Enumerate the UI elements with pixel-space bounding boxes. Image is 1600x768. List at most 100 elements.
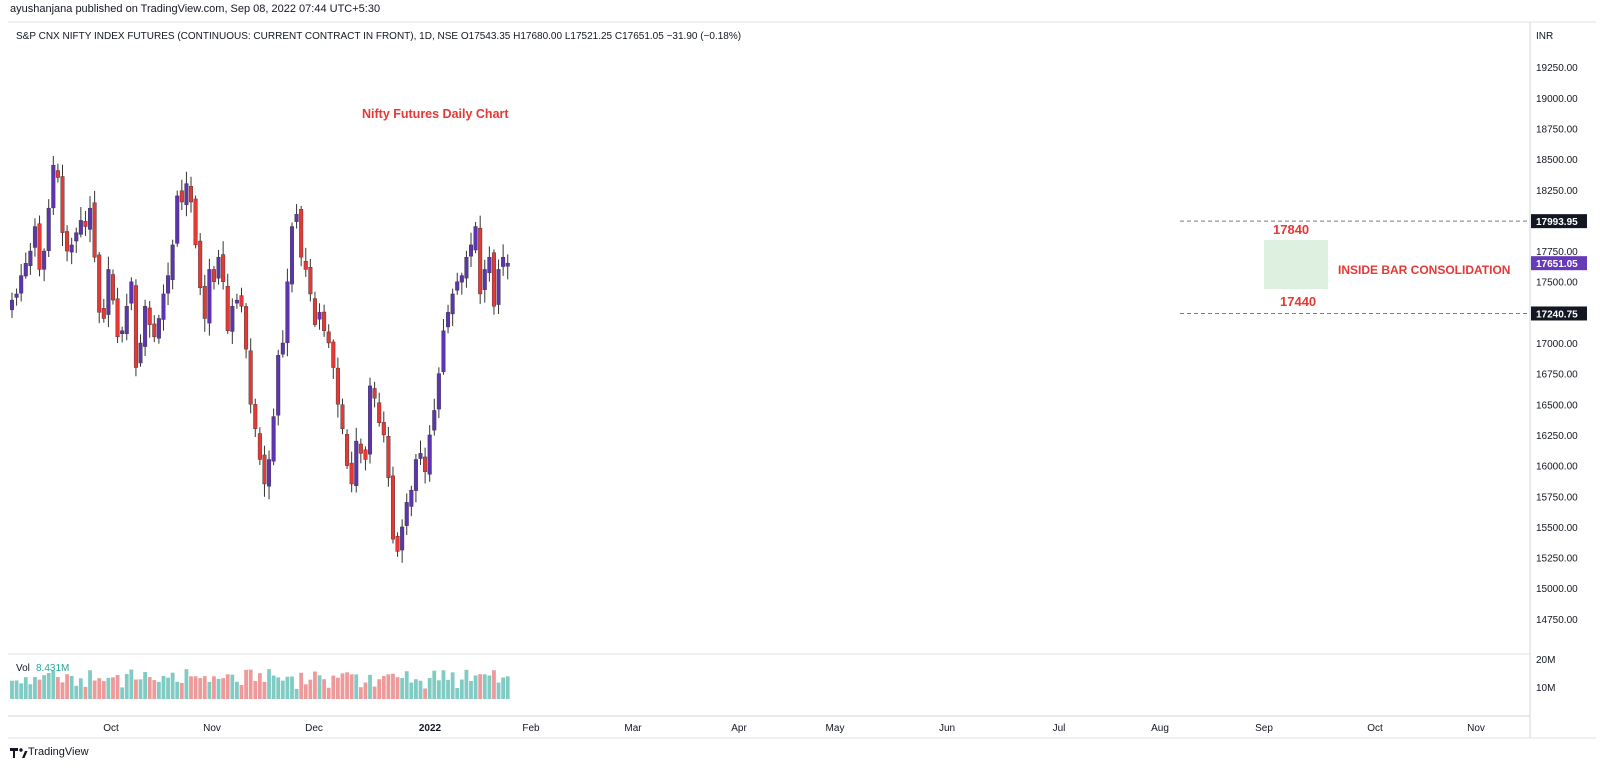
annotation-consolidation-label: INSIDE BAR CONSOLIDATION <box>1338 263 1510 277</box>
candle-body <box>97 254 102 313</box>
volume-bar <box>147 677 152 699</box>
price-tick-label: 17000.00 <box>1536 339 1578 350</box>
price-level-lines <box>1180 220 1530 314</box>
candle-body <box>377 402 382 423</box>
candle-body <box>308 267 313 295</box>
candle-body <box>496 269 501 305</box>
candle-body <box>152 323 157 338</box>
price-badge <box>1531 256 1587 271</box>
candle-body <box>28 250 33 267</box>
candles <box>9 156 510 563</box>
volume-bar <box>501 677 506 699</box>
volume-bar <box>92 680 97 699</box>
volume-bar <box>239 685 244 699</box>
candle-body <box>60 176 65 233</box>
price-axis[interactable]: INR 14750.00 15000.00 15250.00 15500.00 1575… <box>1536 31 1578 626</box>
candle-body <box>133 285 138 368</box>
volume-bar <box>404 671 409 699</box>
candle-body <box>326 331 331 344</box>
volume-bar <box>138 679 143 699</box>
volume-bar <box>106 677 111 699</box>
candle-body <box>106 269 111 315</box>
volume-bar <box>280 680 285 699</box>
volume-bar <box>331 675 336 699</box>
price-tick-label: 17750.00 <box>1536 247 1578 258</box>
candle-body <box>23 263 28 277</box>
volume-bar <box>464 669 469 699</box>
price-tick-label: 18250.00 <box>1536 186 1578 197</box>
time-tick-label: May <box>826 723 845 734</box>
candle-body <box>491 252 496 307</box>
candle-body <box>505 262 510 267</box>
volume-bar <box>446 679 450 699</box>
candle-body <box>262 454 267 485</box>
candle-body <box>230 306 235 332</box>
volume-bar <box>299 672 304 699</box>
volume-bar <box>97 678 102 699</box>
time-tick-label: Feb <box>522 723 540 734</box>
volume-bar <box>152 680 157 699</box>
time-tick-label: Sep <box>1255 723 1273 734</box>
volume-bar <box>33 677 37 699</box>
tradingview-brand[interactable]: TradingView <box>28 746 89 758</box>
candle-body <box>464 256 469 279</box>
price-tick-label: 16000.00 <box>1536 462 1578 473</box>
volume-bar <box>473 675 478 699</box>
candle-body <box>257 433 262 460</box>
candle-body <box>129 281 134 304</box>
price-tick-label: 18750.00 <box>1536 124 1578 135</box>
candle-body <box>331 341 336 368</box>
time-tick-label: Oct <box>1367 723 1383 734</box>
candle-body <box>32 226 37 248</box>
price-badges: 17993.95 17651.05 17240.75 <box>1531 214 1587 321</box>
volume-label: Vol <box>16 663 30 674</box>
candle-body <box>501 256 506 267</box>
volume-bar <box>120 687 125 699</box>
time-tick-label: 2022 <box>419 723 442 734</box>
volume-bar <box>455 688 460 699</box>
candle-body <box>354 440 359 487</box>
volume-bar <box>202 676 207 699</box>
tradingview-logo-icon[interactable] <box>10 748 28 758</box>
candle-body <box>14 293 19 298</box>
candle-body <box>436 373 441 410</box>
candle-body <box>340 404 345 430</box>
price-tick-label: 15000.00 <box>1536 584 1578 595</box>
candle-body <box>358 443 363 454</box>
volume-bar <box>175 681 180 699</box>
volume-bar <box>276 677 281 699</box>
volume-bar <box>395 677 400 699</box>
candle-body <box>271 416 276 462</box>
time-tick-label: Dec <box>305 723 323 734</box>
candle-body <box>427 434 432 475</box>
chart-frame <box>8 21 1596 739</box>
candle-body <box>285 281 290 344</box>
candle-body <box>289 226 294 285</box>
volume-bar <box>124 674 129 699</box>
time-tick-label: Jul <box>1053 723 1066 734</box>
volume-bar <box>74 685 79 699</box>
candle-body <box>198 240 203 289</box>
volume-bar <box>409 682 414 699</box>
volume-bar <box>184 669 189 699</box>
volume-bar <box>134 679 138 699</box>
volume-bar <box>345 672 349 699</box>
candle-body <box>46 207 51 251</box>
candle-body <box>88 207 93 230</box>
price-badge-label: 17240.75 <box>1536 309 1578 320</box>
volume-bar <box>244 669 248 699</box>
volume-bar <box>294 688 299 699</box>
candle-body <box>184 183 189 205</box>
volume-bar <box>230 674 235 699</box>
candle-body <box>455 281 460 291</box>
volume-bar <box>129 669 134 699</box>
candle-body <box>482 269 487 290</box>
volume-bar <box>23 677 28 699</box>
volume-bar <box>496 682 501 699</box>
volume-bar <box>308 679 313 699</box>
price-tick-label: 18500.00 <box>1536 155 1578 166</box>
chart-title: Nifty Futures Daily Chart <box>362 107 509 121</box>
candle-body <box>138 342 143 364</box>
time-axis[interactable]: Oct Nov Dec 2022 Feb Mar Apr May Jun Jul Aug Sep Oct… <box>103 723 1485 734</box>
